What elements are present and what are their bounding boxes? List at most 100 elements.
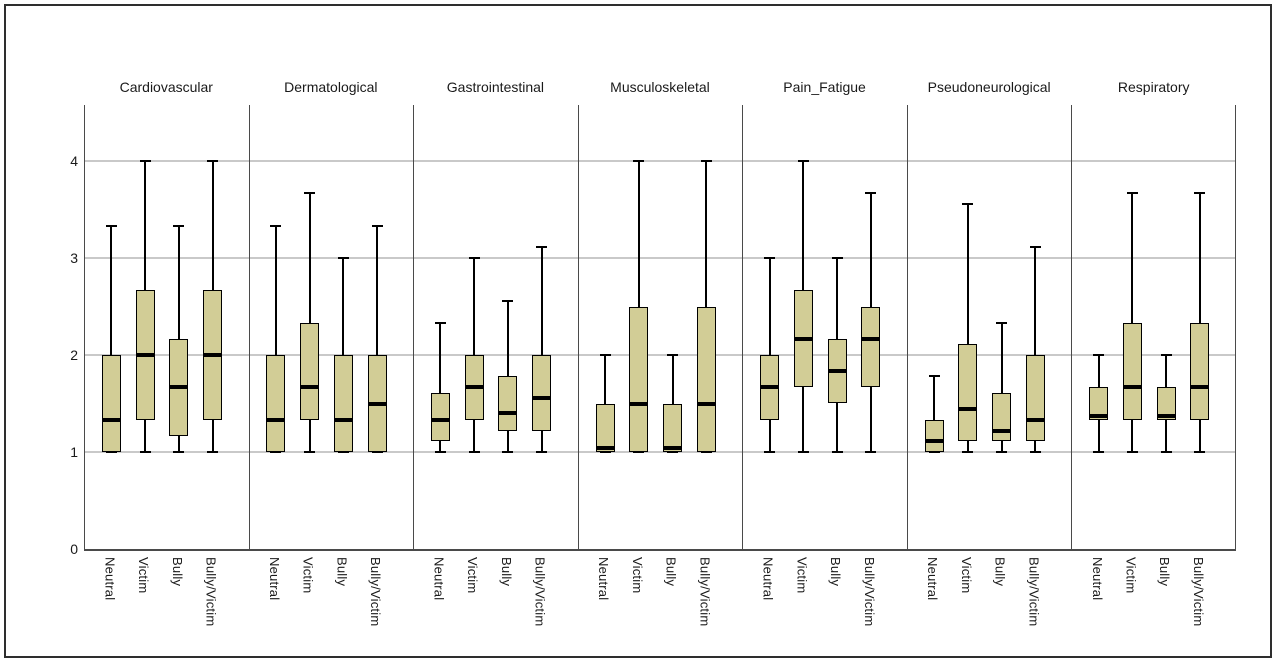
category-label: Victim — [465, 557, 481, 594]
whisker-cap-top — [1194, 192, 1206, 194]
box-bully — [663, 403, 682, 452]
median-line — [760, 385, 780, 389]
whisker-cap-bottom — [139, 451, 151, 453]
gridline — [84, 354, 1236, 356]
panel-respiratory — [1071, 105, 1236, 549]
gridline — [84, 257, 1236, 259]
median-line — [663, 446, 682, 450]
median-line — [464, 385, 484, 389]
whisker — [439, 322, 442, 452]
y-tick-label: 3 — [70, 250, 78, 266]
y-tick-label: 1 — [70, 444, 78, 460]
whisker-cap-bottom — [865, 451, 877, 453]
median-line — [1122, 385, 1142, 389]
gridline — [84, 160, 1236, 162]
y-tick-label: 4 — [70, 153, 78, 169]
whisker-cap-bottom — [1029, 451, 1041, 453]
category-label: Bully/Victim — [1026, 557, 1042, 627]
median-line — [203, 353, 223, 357]
category-label: Victim — [958, 557, 974, 594]
median-line — [430, 417, 450, 422]
whisker-cap-bottom — [173, 451, 185, 453]
category-label: Bully/Victim — [861, 557, 877, 627]
median-line — [266, 417, 286, 422]
whisker — [376, 225, 379, 452]
category-label: Bully/Victim — [697, 557, 713, 627]
whisker-cap-bottom — [996, 451, 1008, 453]
whisker — [1131, 193, 1134, 452]
panel-dermatological — [248, 105, 414, 549]
box-bully-victim — [1025, 355, 1045, 442]
whisker — [274, 225, 277, 452]
whisker-cap-bottom — [502, 451, 514, 453]
whisker-cap-top — [764, 257, 776, 259]
median-line — [793, 336, 813, 341]
panel-pain_fatigue — [742, 105, 907, 549]
box-victim — [958, 344, 978, 442]
whisker — [933, 376, 936, 452]
panel-title: Dermatological — [284, 79, 378, 95]
category-label: Neutral — [1089, 557, 1105, 601]
box-bully — [333, 355, 353, 452]
category-label: Neutral — [596, 557, 612, 601]
whisker-cap-bottom — [928, 451, 940, 453]
category-label: Bully — [663, 557, 679, 587]
box-bully — [1156, 387, 1176, 420]
whisker-cap-top — [173, 224, 185, 227]
panel-musculoskeletal — [577, 105, 743, 549]
whisker-cap-bottom — [434, 451, 446, 453]
median-line — [861, 336, 881, 341]
whisker-cap-top — [996, 321, 1008, 324]
category-label: Bully — [334, 557, 350, 587]
median-line — [532, 395, 552, 400]
box-bully-victim — [1190, 322, 1210, 420]
category-label: Neutral — [925, 557, 941, 601]
plot-area — [84, 105, 1236, 551]
category-label: Neutral — [760, 557, 776, 601]
median-line — [135, 353, 155, 357]
whisker-cap-bottom — [371, 451, 383, 453]
panel-title: Cardiovascular — [119, 79, 213, 95]
category-label: Neutral — [102, 557, 118, 601]
median-line — [827, 369, 847, 374]
panel-title: Pain_Fatigue — [783, 79, 866, 95]
whisker-cap-bottom — [764, 451, 776, 453]
box-bully-victim — [532, 355, 552, 431]
whisker — [308, 193, 311, 452]
whisker-cap-top — [797, 160, 809, 162]
category-label: Bully — [828, 557, 844, 587]
whisker-cap-bottom — [1093, 451, 1105, 453]
median-line — [1089, 413, 1109, 418]
whisker — [1198, 193, 1201, 452]
whisker-cap-top — [962, 202, 974, 205]
whisker-cap-bottom — [599, 451, 611, 453]
whisker-cap-top — [139, 160, 151, 162]
whisker-cap-top — [865, 192, 877, 194]
median-line — [958, 407, 978, 412]
box-bully-victim — [696, 306, 716, 452]
category-label: Bully — [169, 557, 185, 587]
whisker-cap-top — [1126, 192, 1138, 194]
panel-title: Respiratory — [1117, 79, 1190, 95]
whisker-cap-bottom — [304, 451, 316, 453]
panel-title: Gastrointestinal — [446, 79, 545, 95]
whisker-cap-bottom — [337, 451, 349, 453]
whisker-cap-top — [700, 160, 712, 162]
whisker-cap-bottom — [105, 451, 117, 453]
box-victim — [300, 322, 320, 420]
box-bully — [498, 376, 518, 431]
median-line — [1190, 385, 1210, 389]
category-label: Neutral — [266, 557, 282, 601]
median-line — [1156, 413, 1176, 418]
whisker-cap-top — [337, 257, 349, 259]
median-line — [300, 385, 320, 389]
panel-gastrointestinal — [413, 105, 578, 549]
median-line — [629, 401, 649, 406]
category-label: Bully — [1157, 557, 1173, 587]
panel-title: Pseudoneurological — [927, 79, 1051, 95]
whisker-cap-bottom — [633, 451, 645, 453]
whisker-cap-top — [1029, 246, 1041, 249]
category-label: Bully/Victim — [1190, 557, 1206, 627]
box-victim — [629, 306, 649, 452]
